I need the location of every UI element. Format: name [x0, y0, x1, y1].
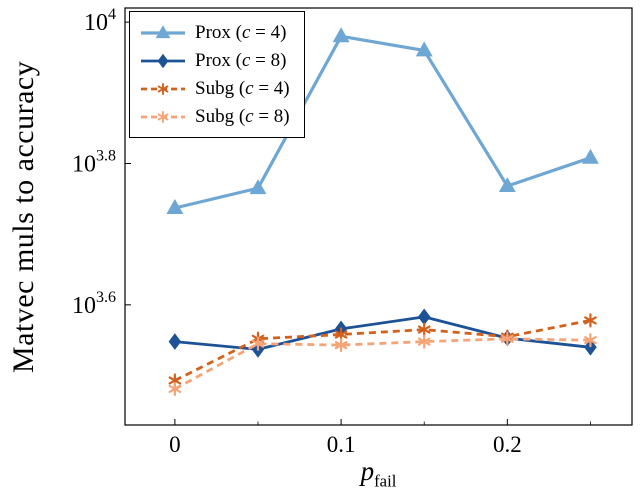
legend-label: Subg (c = 4)	[195, 77, 290, 99]
marker-star	[589, 316, 597, 322]
legend-label: Subg (c = 8)	[195, 105, 290, 127]
marker-triangle	[332, 27, 350, 43]
legend-label: Prox (c = 4)	[195, 21, 287, 43]
legend-item-subg-c8: Subg (c = 8)	[140, 104, 290, 129]
series-prox-c4-line	[174, 34, 591, 210]
legend-sample-diamond-line	[141, 53, 185, 68]
legend-label: Prox (c = 8)	[195, 49, 287, 71]
legend-sample-star-line	[141, 110, 185, 123]
marker-star	[173, 376, 182, 382]
x-tick-label: 0.2	[493, 432, 522, 457]
marker-triangle	[249, 179, 267, 195]
series-subg-c8-line	[174, 337, 591, 391]
marker-triangle	[155, 24, 171, 38]
legend-sample-star-line	[141, 82, 185, 95]
series-subg-c4-line	[174, 319, 591, 382]
marker-star	[589, 336, 597, 342]
series-prox-c8-line	[174, 315, 591, 351]
marker-triangle	[166, 199, 184, 214]
legend-sample-triangle-line	[141, 24, 185, 38]
marker-star	[339, 341, 348, 347]
y-tick-label: 104	[84, 6, 116, 36]
legend-item-subg-c4: Subg (c = 4)	[140, 76, 290, 101]
marker-triangle	[581, 148, 599, 164]
marker-diamond	[168, 333, 182, 350]
x-axis-label-sub: fail	[374, 471, 397, 491]
marker-star	[423, 337, 431, 343]
y-axis-label: Matvec muls to accuracy	[7, 60, 40, 373]
marker-star	[506, 334, 514, 340]
legend-item-prox-c4: Prox (c = 4)	[140, 20, 290, 45]
marker-star	[173, 384, 182, 391]
y-tick-label: 103.8	[72, 147, 116, 177]
legend: Prox (c = 4) Prox (c = 8) Subg (c = 4) Subg…	[129, 11, 305, 138]
marker-star	[162, 85, 169, 90]
marker-star	[162, 113, 169, 118]
x-tick-label: 0.1	[327, 432, 356, 457]
y-tick-label: 103.6	[72, 289, 116, 319]
x-axis-label-var: p	[360, 456, 375, 486]
legend-item-prox-c8: Prox (c = 8)	[140, 48, 290, 73]
x-axis-label: pfail	[125, 456, 632, 491]
marker-star	[256, 339, 265, 345]
marker-triangle	[415, 41, 433, 57]
marker-star	[339, 330, 348, 336]
x-tick-label: 0	[169, 432, 181, 457]
marker-triangle	[498, 177, 516, 193]
marker-diamond	[157, 53, 169, 68]
marker-star	[423, 325, 431, 331]
